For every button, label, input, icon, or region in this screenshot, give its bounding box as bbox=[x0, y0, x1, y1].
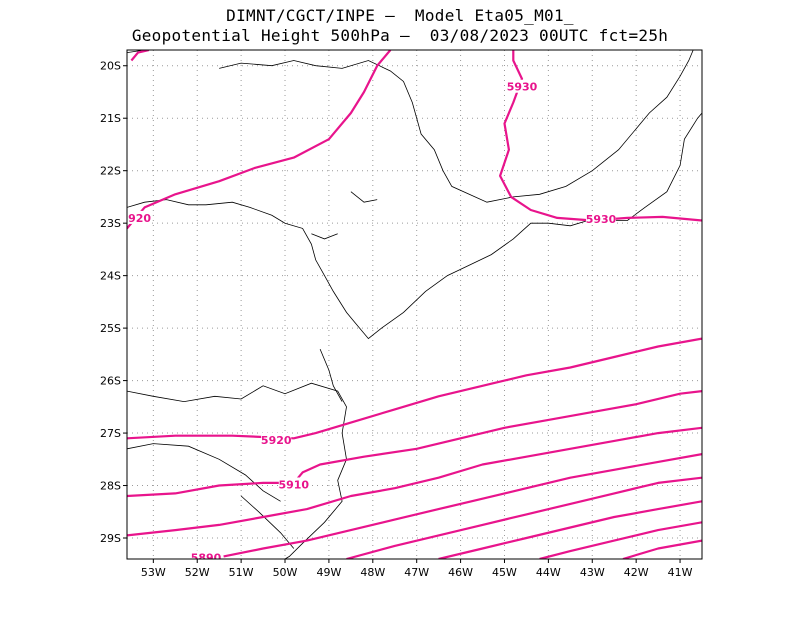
contour-label: 5890 bbox=[191, 551, 222, 564]
map-boundary-line bbox=[319, 348, 343, 402]
contour-label-bg bbox=[278, 477, 309, 491]
y-tick-label: 20S bbox=[100, 60, 121, 73]
contour-line bbox=[127, 390, 702, 498]
map-boundary-line bbox=[127, 382, 347, 559]
y-tick-label: 29S bbox=[100, 532, 121, 545]
map-boundary-line bbox=[240, 495, 295, 549]
y-tick-label: 22S bbox=[100, 165, 121, 178]
contour-lines bbox=[127, 50, 702, 559]
x-tick-label: 48W bbox=[360, 566, 385, 579]
x-tick-label: 43W bbox=[580, 566, 605, 579]
contour-label-bg bbox=[191, 550, 222, 559]
contour-label: 5920 bbox=[120, 212, 151, 225]
x-tick-label: 46W bbox=[448, 566, 473, 579]
contour-line bbox=[223, 453, 702, 558]
contour-label-bg bbox=[127, 210, 151, 224]
y-tick-label: 21S bbox=[100, 112, 121, 125]
contour-labels: 5930 5930 5920 5920 5910 5890 bbox=[120, 79, 617, 564]
contour-line bbox=[346, 476, 702, 559]
contour-label: 5930 bbox=[507, 81, 538, 94]
x-tick-label: 47W bbox=[404, 566, 429, 579]
contour-label: 5930 bbox=[586, 213, 617, 226]
y-tick-label: 26S bbox=[100, 375, 121, 388]
contour-label-bg bbox=[586, 211, 617, 225]
contour-line bbox=[622, 539, 702, 559]
x-tick-label: 44W bbox=[536, 566, 561, 579]
contour-line bbox=[127, 337, 702, 440]
y-tick-label: 23S bbox=[100, 217, 121, 230]
y-axis: 20S 21S 22S 23S 24S 25S 26S 27S 28S 29S bbox=[100, 60, 127, 545]
x-tick-label: 49W bbox=[316, 566, 341, 579]
x-tick-label: 42W bbox=[624, 566, 649, 579]
contour-label-bg bbox=[261, 432, 292, 446]
contour-line bbox=[130, 50, 150, 62]
x-tick-label: 41W bbox=[668, 566, 693, 579]
y-tick-label: 24S bbox=[100, 270, 121, 283]
map-boundary-line bbox=[311, 233, 338, 240]
x-tick-label: 51W bbox=[229, 566, 254, 579]
y-tick-label: 28S bbox=[100, 480, 121, 493]
plot-frame bbox=[126, 49, 703, 560]
chart-title-line2: Geopotential Height 500hPa – 03/08/2023 … bbox=[131, 26, 669, 45]
contour-line bbox=[127, 50, 392, 230]
x-tick-label: 53W bbox=[141, 566, 166, 579]
contour-label-bg bbox=[507, 79, 538, 93]
contour-line bbox=[438, 500, 702, 559]
y-tick-label: 27S bbox=[100, 427, 121, 440]
contour-line bbox=[539, 521, 702, 559]
chart-title-line1: DIMNT/CGCT/INPE – Model Eta05_M01_ bbox=[226, 6, 574, 25]
map-boundary-line bbox=[219, 50, 694, 203]
x-tick-label: 50W bbox=[273, 566, 298, 579]
map-boundary-line bbox=[350, 191, 378, 203]
x-axis: 53W 52W 51W 50W 49W 48W 47W 46W 45W 44W 43W 42W 41W bbox=[141, 559, 693, 579]
contour-line bbox=[127, 426, 702, 537]
contour-label: 5910 bbox=[278, 478, 309, 491]
map-boundary-line bbox=[127, 443, 281, 502]
y-tick-label: 25S bbox=[100, 322, 121, 335]
contour-label: 5920 bbox=[261, 434, 292, 447]
x-tick-label: 52W bbox=[185, 566, 210, 579]
x-tick-label: 45W bbox=[492, 566, 517, 579]
